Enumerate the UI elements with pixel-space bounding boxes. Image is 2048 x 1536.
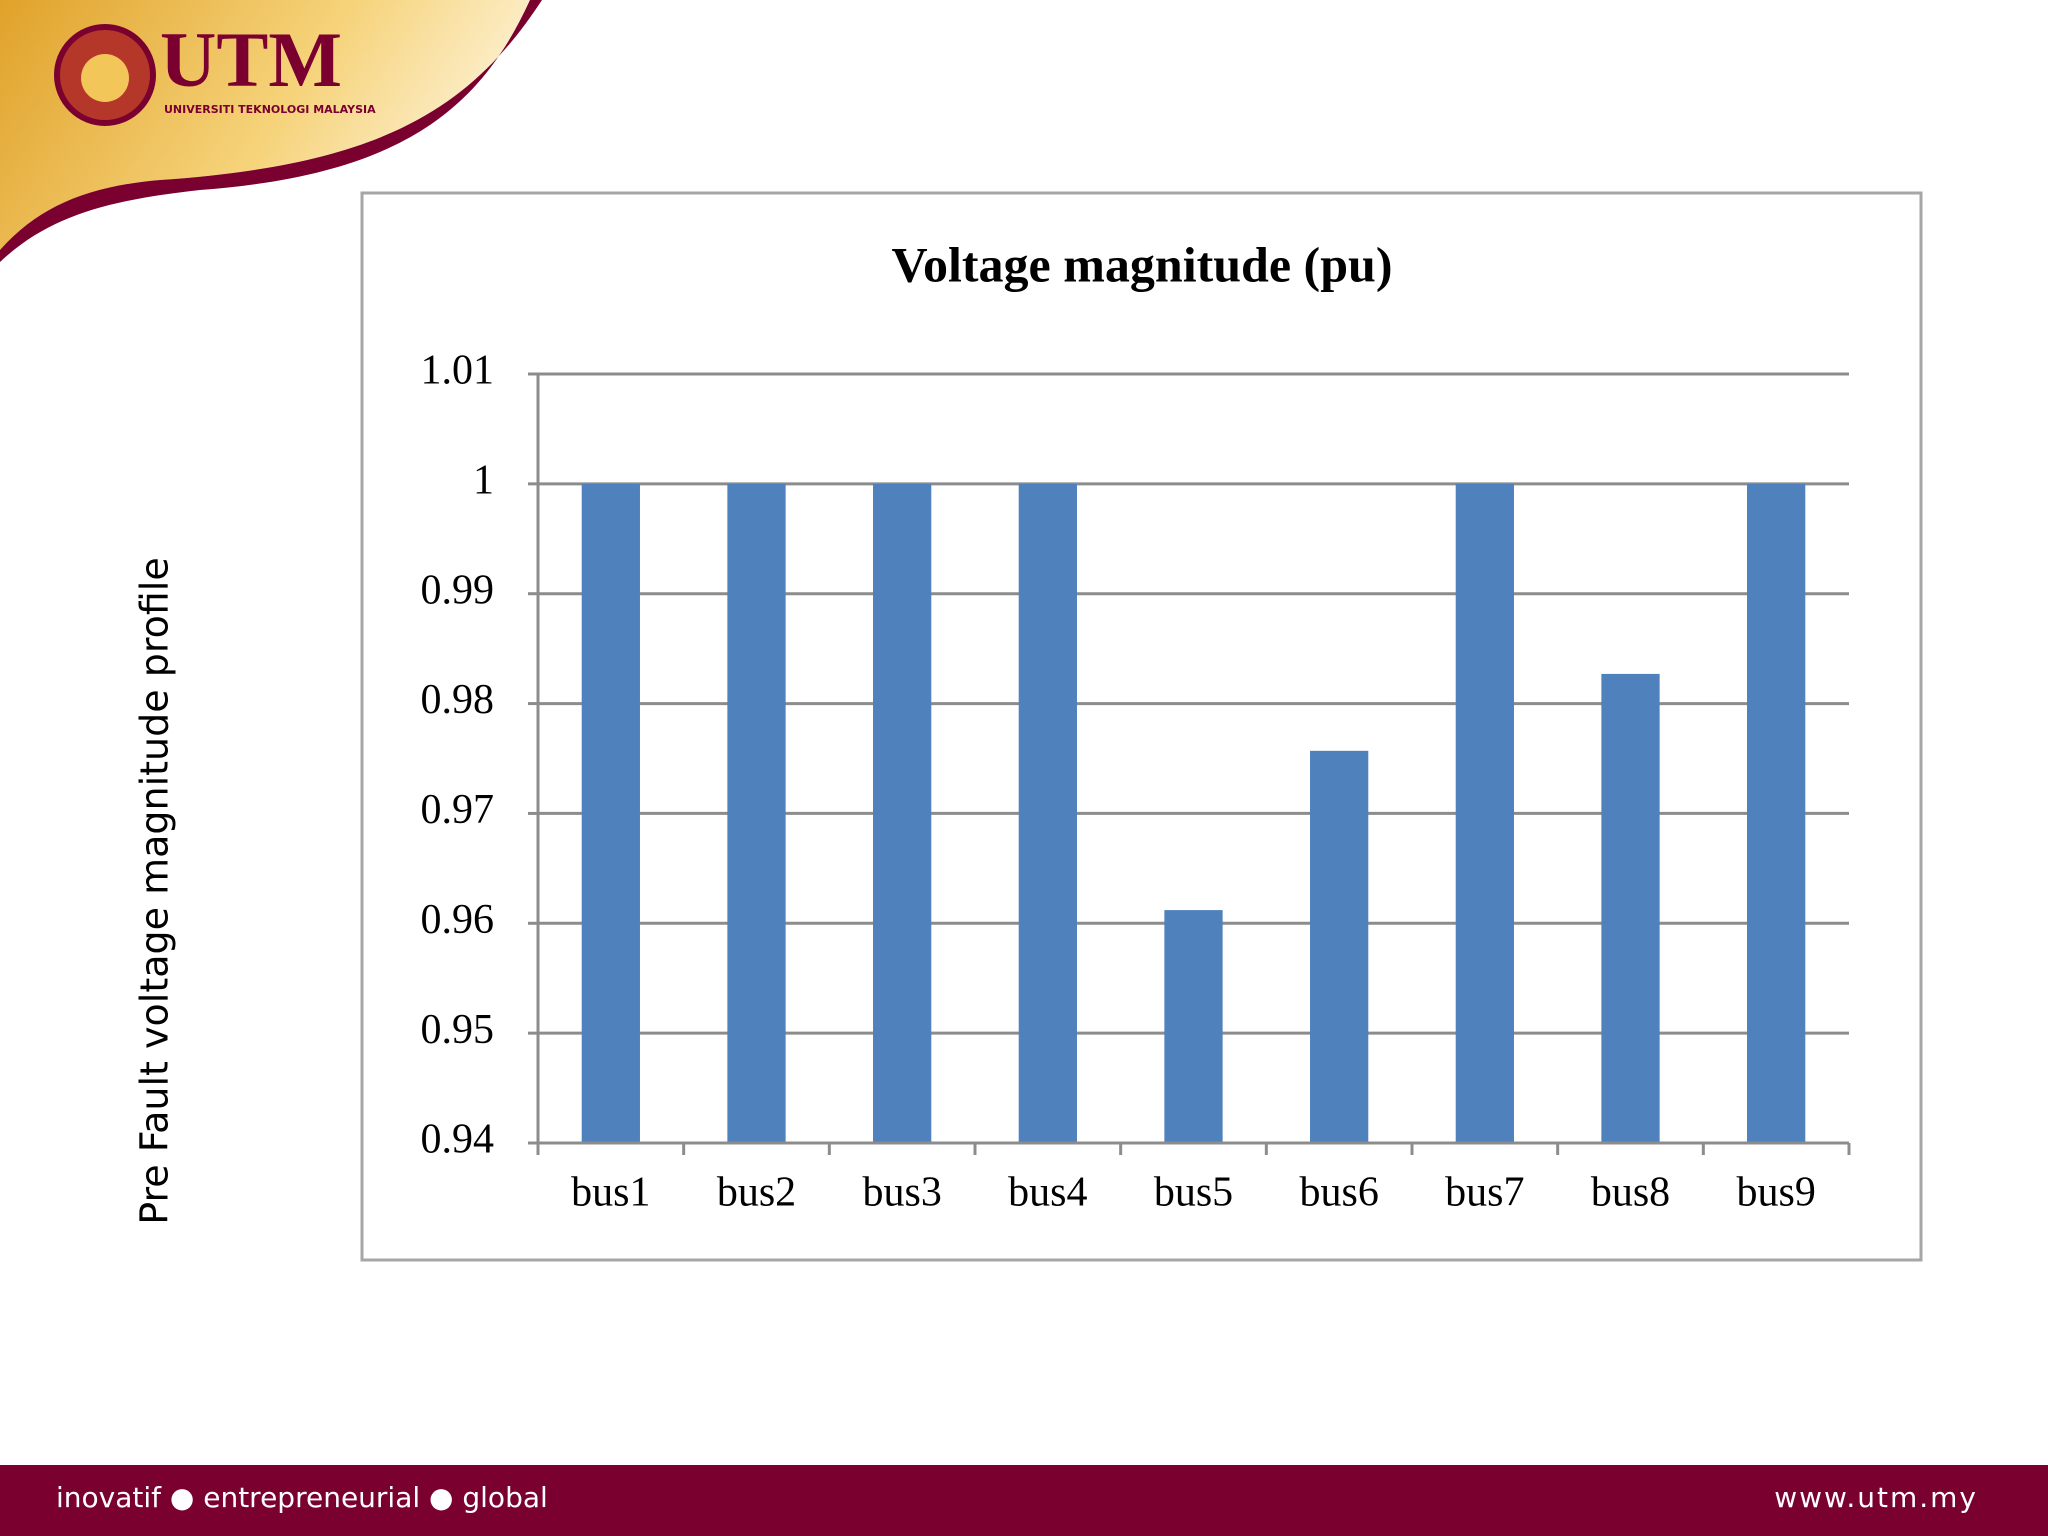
footer-band xyxy=(0,1465,2048,1536)
y-tick-label: 0.99 xyxy=(421,567,495,613)
logo-text: UTM xyxy=(160,16,342,103)
bar xyxy=(1601,673,1660,1143)
bar xyxy=(1018,483,1077,1143)
y-tick-label: 0.98 xyxy=(421,677,495,723)
x-tick-label: bus1 xyxy=(571,1170,650,1216)
side-label: Pre Fault voltage magnitude profile xyxy=(133,557,177,1225)
x-tick-label: bus9 xyxy=(1736,1170,1815,1216)
y-tick-label: 0.94 xyxy=(421,1117,495,1163)
x-tick-label: bus4 xyxy=(1008,1170,1087,1216)
x-tick-label: bus3 xyxy=(862,1170,941,1216)
chart-title: Voltage magnitude (pu) xyxy=(892,236,1393,292)
bar xyxy=(581,483,640,1143)
plot: 0.94 0.95 0.96 0.97 0.98 0.99 1 1.01 bus1 bus2 bus… xyxy=(421,348,1851,1216)
x-tick-label: bus7 xyxy=(1445,1170,1524,1216)
logo-emblem-inner xyxy=(81,54,129,102)
y-tick-label: 0.96 xyxy=(421,897,495,943)
y-tick-label: 1.01 xyxy=(421,348,495,394)
footer-right: www.utm.my xyxy=(1774,1481,1978,1514)
x-tick-label: bus2 xyxy=(717,1170,796,1216)
bar xyxy=(1310,750,1369,1143)
x-tick-label: bus6 xyxy=(1299,1170,1378,1216)
y-tick-label: 1 xyxy=(473,457,494,503)
bar xyxy=(727,483,786,1143)
header-band xyxy=(0,0,542,262)
bar xyxy=(1164,910,1223,1143)
bar xyxy=(873,483,932,1143)
y-tick-label: 0.97 xyxy=(421,787,495,833)
logo-subtext: UNIVERSITI TEKNOLOGI MALAYSIA xyxy=(164,103,376,116)
x-tick-label: bus5 xyxy=(1154,1170,1233,1216)
bar xyxy=(1455,483,1514,1143)
bar xyxy=(1747,483,1806,1143)
footer-left: inovatif ● entrepreneurial ● global xyxy=(56,1481,548,1514)
y-tick-label: 0.95 xyxy=(421,1007,495,1053)
x-tick-label: bus8 xyxy=(1591,1170,1670,1216)
